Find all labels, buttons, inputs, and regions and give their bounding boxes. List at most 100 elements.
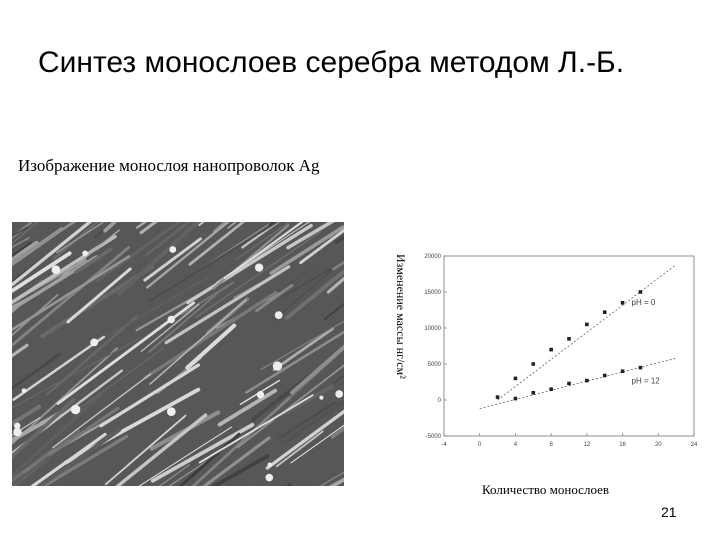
nanowire-strand (104, 414, 187, 486)
nanowire-strand (143, 237, 202, 282)
silver-particle (274, 311, 283, 320)
nanowire-strand (326, 276, 344, 294)
nanowire-strand (12, 343, 29, 358)
chart-canvas: -4 0 4 8 12 16 20 24 -5000 0 5000 10000 15000 20000 pH… (424, 254, 698, 448)
nanowire-strand (12, 335, 106, 401)
nanowire-strand (45, 314, 139, 396)
nanowire-strand (52, 373, 152, 449)
nanowire-micrograph-image (12, 222, 344, 486)
x-tick-label: -4 (441, 442, 447, 448)
data-point (531, 391, 536, 395)
data-point (585, 378, 589, 383)
y-axis-label: Изменение массы нг/см² (394, 254, 408, 379)
x-tick-label: 24 (691, 442, 698, 448)
silver-particle (13, 427, 22, 437)
nanowire-strand (198, 394, 314, 464)
nanowire-strand (319, 471, 344, 486)
silver-particle (335, 390, 344, 398)
fit-line-2 (479, 357, 677, 410)
nanowire-strand (145, 222, 191, 257)
x-axis-label: Количество монослоев (482, 482, 610, 497)
nanowire-strand (180, 281, 234, 316)
nanowire-strand (247, 461, 290, 486)
x-tick-label: 12 (584, 442, 591, 448)
silver-particle (90, 338, 99, 347)
micrograph-texture (12, 222, 344, 486)
nanowire-strand (333, 374, 344, 384)
silver-particle (265, 473, 274, 482)
nanowire-strand (99, 363, 201, 428)
nanowire-strand (299, 228, 344, 265)
silver-particle (21, 388, 27, 394)
nanowire-strand (12, 251, 72, 294)
nanowire-strand (188, 222, 246, 266)
nanowire-strand (12, 398, 76, 459)
nanowire-strand (12, 222, 77, 265)
nanowire-strand (95, 222, 182, 283)
mass-change-chart: -4 0 4 8 12 16 20 24 -5000 0 5000 10000 15000 20000 pH… (408, 246, 708, 466)
nanowire-strand (12, 255, 131, 332)
data-point (513, 376, 518, 381)
nanowire-strand (30, 432, 107, 486)
data-point (620, 301, 625, 305)
silver-particle (267, 462, 273, 467)
silver-particle (256, 391, 265, 399)
nanowire-strand (210, 454, 270, 486)
fit-line-1 (497, 264, 677, 401)
nanowire-strand (12, 226, 30, 237)
nanowire-strand (12, 392, 104, 479)
silver-particle (14, 422, 21, 430)
nanowire-strand (271, 269, 333, 323)
plot-frame (443, 255, 695, 437)
nanowire-strand (284, 268, 344, 320)
nanowire-strand (265, 409, 344, 470)
data-point (531, 362, 536, 366)
nanowire-strand (49, 229, 120, 287)
data-point (567, 337, 571, 341)
nanowire-strand (269, 225, 344, 275)
nanowire-strand (150, 422, 255, 483)
nanowire-strand (12, 455, 51, 486)
nanowire-strand (331, 464, 344, 476)
nanowire-strand (12, 222, 93, 287)
nanowire-strand (201, 436, 271, 486)
silver-particle (319, 395, 324, 400)
y-tick-label: 0 (438, 398, 442, 404)
nanowire-strand (217, 388, 278, 427)
silver-particle (167, 315, 175, 324)
image-caption: Изображение монослоя нанопроволок Ag (18, 156, 320, 175)
slide-title: Синтез монослоев серебра методом Л.-Б. (38, 46, 625, 79)
nanowire-strand (185, 323, 237, 370)
nanowire-strand (12, 222, 39, 245)
nanowire-strand (56, 222, 105, 254)
nanowire-strand (148, 222, 280, 303)
nanowire-strand (12, 299, 26, 314)
x-tick-label: 4 (514, 442, 518, 448)
nanowire-strand (12, 411, 62, 443)
y-tick-label: 15000 (424, 290, 441, 296)
data-point (549, 347, 553, 352)
data-point (513, 396, 518, 401)
nanowire-strand (40, 434, 129, 486)
nanowire-strand (21, 406, 120, 475)
nanowire-strand (223, 222, 304, 280)
nanowire-strand (148, 293, 218, 353)
nanowire-strand (191, 396, 291, 486)
data-point (638, 290, 643, 294)
data-point (602, 373, 607, 378)
nanowire-strand (235, 222, 291, 260)
nanowire-strand (324, 302, 344, 321)
nanowire-strand (12, 246, 130, 348)
series-label: pH = 12 (632, 376, 661, 385)
nanowire-strand (194, 230, 322, 319)
nanowire-strand (138, 426, 233, 486)
data-point (620, 369, 625, 373)
nanowire-strand (139, 222, 159, 235)
nanowire-strand (12, 237, 30, 249)
nanowire-strand (260, 320, 344, 370)
nanowire-strand (272, 327, 334, 371)
nanowire-strand (12, 338, 140, 409)
nanowire-strand (12, 416, 41, 437)
x-tick-label: 8 (549, 442, 553, 448)
y-tick-label: 5000 (428, 362, 442, 368)
